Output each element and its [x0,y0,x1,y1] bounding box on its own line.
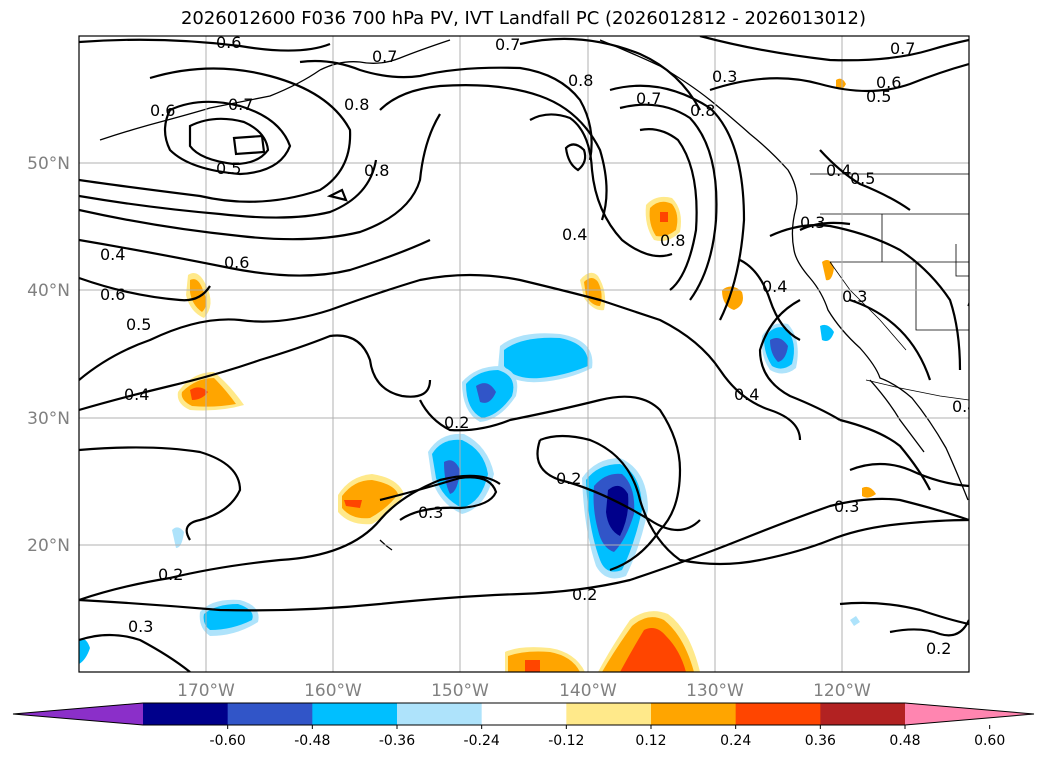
colorbar-tick-label: -0.24 [464,733,500,749]
contour-label: 0.5 [850,169,875,188]
contour-label: 0.4 [562,225,587,244]
colorbar-swatch [566,703,652,725]
colorbar-tick-label: -0.36 [379,733,415,749]
colorbar-swatch [481,703,567,725]
colorbar-tick-label: 0.48 [889,733,920,749]
contour-label: 0.6 [150,101,175,120]
lat-label: 30°N [27,409,70,429]
contour-label: 0.6 [216,33,241,52]
contour-labels: 0.6 0.7 0.8 0.7 0.7 0.6 0.5 0.3 0.6 0.7 … [100,33,977,658]
lon-label: 140°W [559,681,617,701]
shaded-anomalies [79,78,876,672]
contour-label: 0.4 [762,277,787,296]
lat-label: 20°N [27,536,70,556]
contour-label: 0.7 [636,89,661,108]
lon-label: 170°W [177,681,235,701]
colorbar-extend-high [905,703,1034,725]
colorbar-swatch [735,703,821,725]
lat-label: 50°N [27,154,70,174]
colorbar-outline [12,702,1035,726]
contour-label: 0.6 [100,285,125,304]
lon-label: 120°W [813,681,871,701]
latitude-labels: 50°N 40°N 30°N 20°N [27,154,70,556]
contour-label: 0.7 [372,47,397,66]
colorbar-swatch [651,703,737,725]
contour-label: 0.8 [660,231,685,250]
colorbar-swatch [820,703,906,725]
contour-label: 0.8 [568,71,593,90]
pv-contours [79,36,969,672]
contour-label: 0.2 [926,639,951,658]
map-content: 0.6 0.7 0.8 0.7 0.7 0.6 0.5 0.3 0.6 0.7 … [79,33,977,672]
contour-label: 0.8 [364,161,389,180]
colorbar-tick-label: -0.12 [548,733,584,749]
colorbar-tick-label: 0.36 [805,733,836,749]
contour-label: 0.7 [890,39,915,58]
contour-label: 0.2 [444,413,469,432]
lon-label: 150°W [431,681,489,701]
contour-label: 0.3 [842,287,867,306]
colorbar-extend-low [13,703,143,725]
lat-label: 40°N [27,281,70,301]
lon-label: 160°W [304,681,362,701]
contour-label: 0.2 [158,565,183,584]
colorbar-swatch [143,703,229,725]
contour-label: 0.2 [556,469,581,488]
contour-label: 0.8 [344,95,369,114]
colorbar-tick-label: -0.60 [210,733,246,749]
contour-label: 0.6 [224,253,249,272]
political-borders [810,173,969,401]
contour-label: 0.3 [800,213,825,232]
contour-label: 0.3 [418,503,443,522]
colorbar-swatch [227,703,313,725]
contour-label: 0.4 [826,161,851,180]
colorbar-swatch [312,703,398,725]
contour-label: 0.2 [572,585,597,604]
colorbar: -0.60 -0.48 -0.36 -0.24 -0.12 0.12 0.24 0.36 0.4… [12,702,1035,749]
contour-label: 0.3 [712,67,737,86]
contour-label: 0.4 [734,385,759,404]
contour-label: 0.5 [216,159,241,178]
contour-label: 0.4 [124,385,149,404]
contour-label: 0.8 [690,101,715,120]
lon-label: 130°W [686,681,744,701]
contour-label: 0.4 [100,245,125,264]
colorbar-swatch [397,703,483,725]
contour-label: 0.4 [952,397,977,416]
contour-label: 0.5 [866,87,891,106]
contour-label: 0.6 [876,73,901,92]
contour-label: 0.3 [834,497,859,516]
map-border [78,35,970,673]
colorbar-tick-label: 0.12 [635,733,666,749]
colorbar-tick-label: -0.48 [294,733,330,749]
contour-label: 0.5 [126,315,151,334]
contour-label: 0.7 [495,35,520,54]
contour-label: 0.7 [228,95,253,114]
plot-title: 2026012600 F036 700 hPa PV, IVT Landfall… [180,8,867,29]
colorbar-tick-label: 0.60 [974,733,1005,749]
colorbar-tick-label: 0.24 [720,733,751,749]
contour-label: 0.3 [128,617,153,636]
longitude-labels: 170°W 160°W 150°W 140°W 130°W 120°W [177,681,871,701]
